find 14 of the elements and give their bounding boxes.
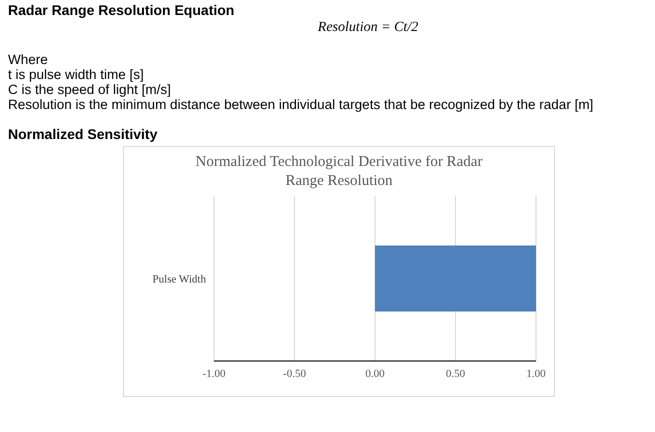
text: t is pulse width time [s] bbox=[8, 67, 145, 82]
x-tick-label: 1.00 bbox=[526, 368, 546, 380]
text: C is the speed of light [m/s] bbox=[8, 82, 172, 97]
x-tick-label: 0.50 bbox=[446, 368, 466, 380]
chart-title: Normalized Technological Derivative for Radar Range Resolution bbox=[194, 153, 484, 191]
x-tick-label: -0.50 bbox=[283, 368, 306, 380]
text: Normalized Sensitivity bbox=[8, 126, 158, 142]
x-tick-label: -1.00 bbox=[202, 368, 226, 380]
text: Where bbox=[8, 52, 49, 67]
text: Resolution = Ct/2 bbox=[316, 20, 420, 36]
y-tick-label: Pulse Width bbox=[152, 273, 206, 286]
text: Radar Range Resolution Equation bbox=[8, 2, 236, 18]
x-tick-label: 0.00 bbox=[365, 368, 386, 380]
text: Resolution is the minimum distance between individual targets that be recognized by the radar [m] bbox=[8, 97, 594, 112]
